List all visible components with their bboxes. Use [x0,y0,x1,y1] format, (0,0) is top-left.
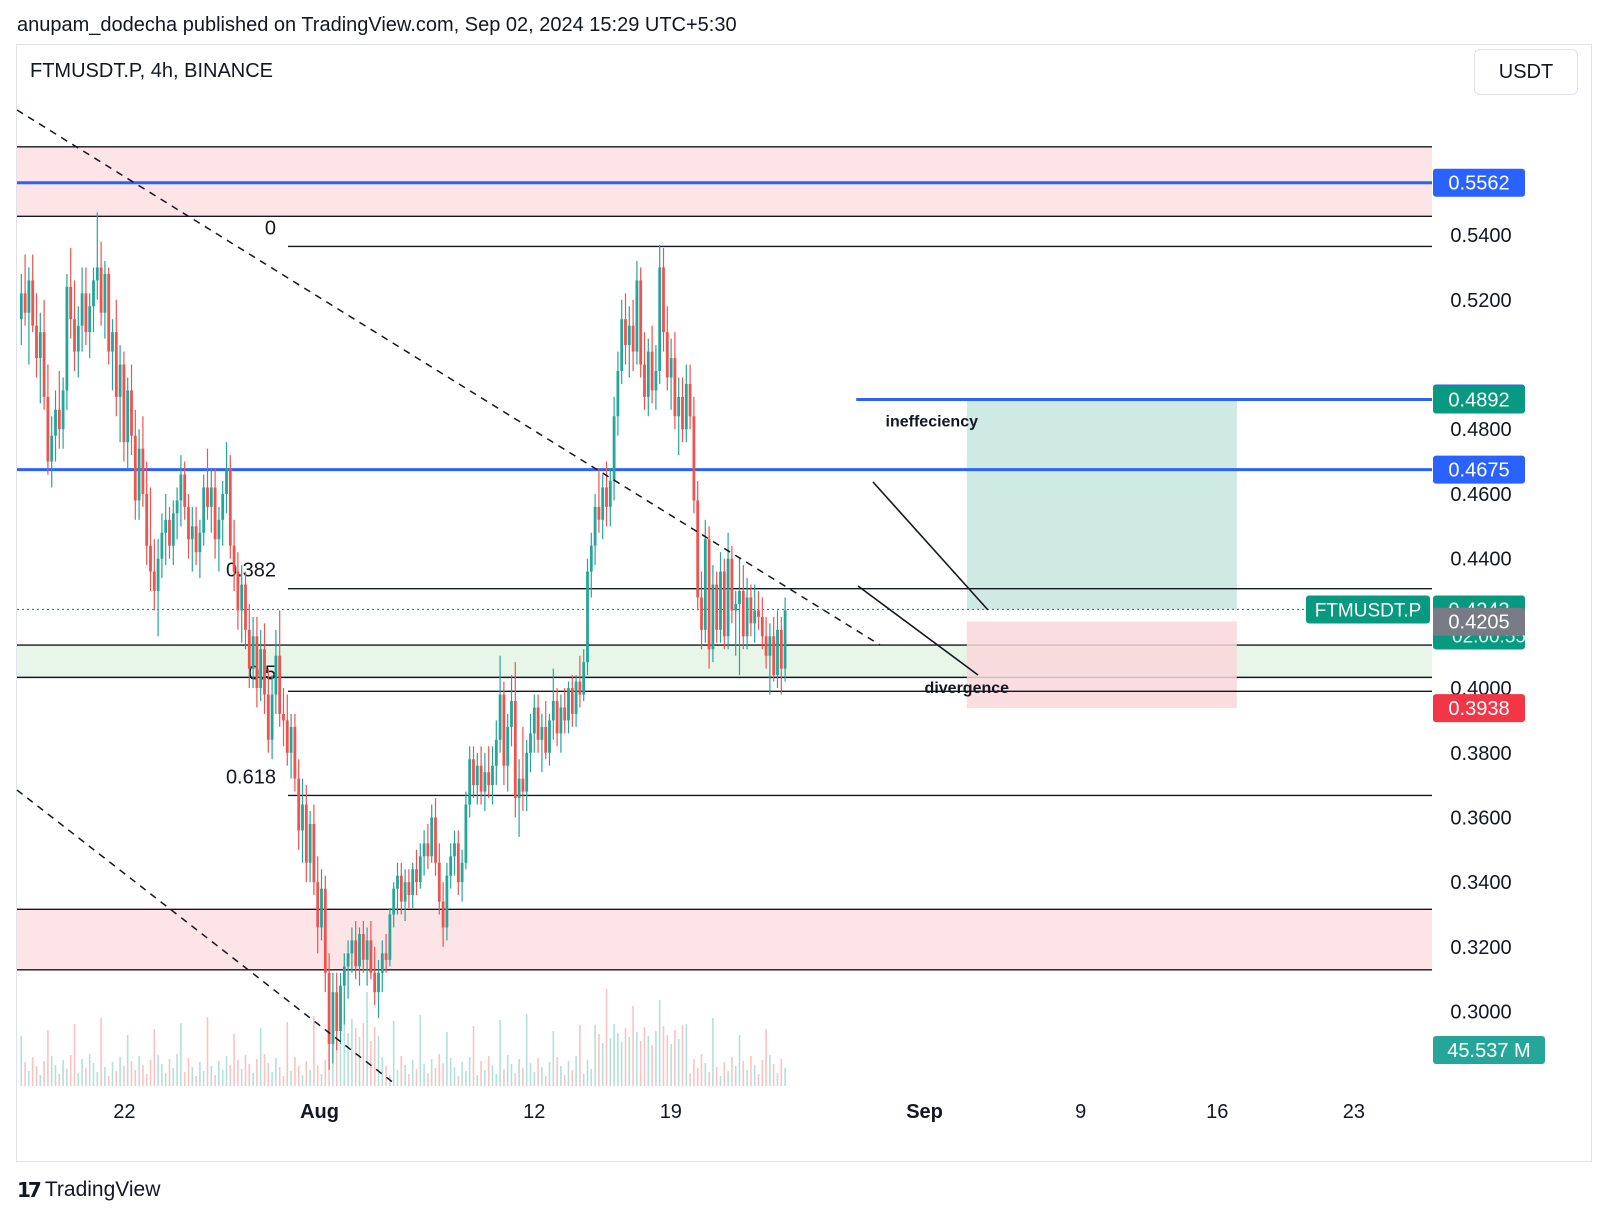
tradingview-logo-icon: 17 [17,1178,42,1202]
currency-selector[interactable]: USDT [1474,49,1578,95]
brand-footer[interactable]: 17 TradingView [17,1178,160,1202]
symbol-legend[interactable]: FTMUSDT.P, 4h, BINANCE [30,60,274,82]
publisher-attribution: anupam_dodecha published on TradingView.… [17,14,737,36]
brand-name: TradingView [44,1178,161,1201]
chart-frame [16,44,1592,1162]
